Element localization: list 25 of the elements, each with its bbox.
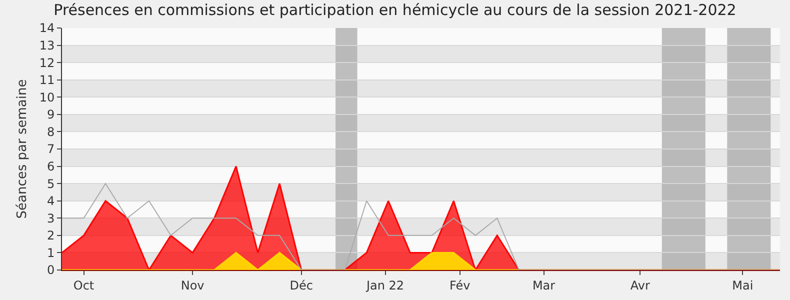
chart-title: Présences en commissions et participation en hémicycle au cours de la session 2021-2022 (54, 1, 736, 19)
y-tick-label: 1 (46, 246, 55, 260)
y-tick-label: 13 (39, 38, 55, 52)
y-tick-label: 8 (46, 124, 55, 139)
x-tick-label: Jan 22 (365, 278, 404, 292)
y-tick-label: 4 (46, 194, 55, 208)
y-tick-label: 6 (46, 159, 55, 174)
y-tick-label: 5 (46, 176, 55, 191)
y-axis-title: Séances par semaine (15, 79, 30, 219)
y-tick-label: 10 (39, 90, 55, 104)
x-tick-label: Oct (73, 278, 94, 292)
y-tick-label: 3 (46, 211, 55, 226)
y-tick-label: 14 (39, 21, 55, 36)
y-tick-label: 7 (46, 142, 55, 156)
y-tick-label: 0 (46, 263, 55, 278)
y-tick-label: 9 (46, 108, 55, 122)
x-tick-label: Avr (630, 278, 650, 292)
x-tick-label: Mar (532, 278, 556, 292)
y-tick-label: 12 (39, 56, 55, 70)
x-tick-label: Mai (732, 278, 754, 292)
y-tick-label: 2 (46, 228, 55, 243)
x-tick-label: Nov (180, 278, 204, 292)
x-tick-label: Déc (290, 278, 313, 292)
x-tick-label: Fév (449, 278, 470, 292)
y-tick-label: 11 (39, 73, 55, 88)
